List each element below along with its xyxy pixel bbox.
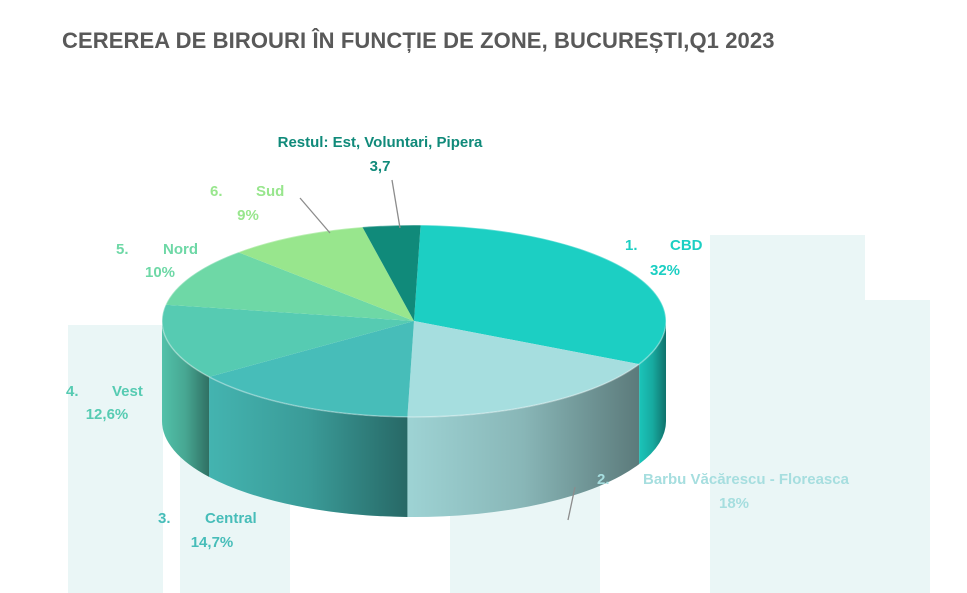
- pie-slice: [165, 252, 414, 321]
- slice-label-name: Central: [205, 510, 257, 527]
- slice-label-name: Restul: Est, Voluntari, Pipera: [278, 134, 483, 151]
- pie-slice: [407, 321, 640, 417]
- slice-label-name: Barbu Văcărescu - Floreasca: [643, 471, 850, 488]
- slice-labels: 1. CBD 32% 2. Barbu Văcărescu - Floreasca 18%…: [66, 134, 850, 551]
- pie-slice: [362, 224, 421, 321]
- skyline-building: [860, 300, 930, 593]
- pie-slice: [414, 225, 666, 365]
- slice-label-value: 12,6%: [86, 406, 129, 423]
- leader-line-restul: [391, 179, 401, 229]
- slice-side-shade: [162, 321, 210, 477]
- slice-side-shade: [209, 376, 408, 517]
- slice-label-name: CBD: [670, 237, 703, 254]
- pie-slice: [209, 321, 414, 417]
- slice-label-name: Nord: [163, 241, 198, 258]
- pie-rim: [161, 224, 667, 418]
- slice-label-name: Vest: [112, 383, 143, 400]
- slice-label-number: 6.: [210, 183, 223, 200]
- slice-label-name: Sud: [256, 183, 284, 200]
- skyline-building: [68, 325, 163, 593]
- slice-side-shade: [407, 364, 640, 517]
- slice-label-number: 3.: [158, 510, 171, 527]
- slice-label-number: 1.: [625, 237, 638, 254]
- chart-title: CEREREA DE BIROURI ÎN FUNCȚIE DE ZONE, B…: [62, 28, 775, 53]
- slice-label-value: 9%: [237, 207, 259, 224]
- slice-label-value: 14,7%: [191, 534, 234, 551]
- pie-slice: [238, 227, 414, 321]
- pie-top: [161, 224, 667, 418]
- slice-label-value: 32%: [650, 262, 680, 279]
- slice-label-value: 10%: [145, 264, 175, 281]
- slice-label-number: 5.: [116, 241, 129, 258]
- pie-slice: [161, 304, 414, 377]
- pie-sides: [162, 321, 666, 517]
- slice-label-value: 18%: [719, 495, 749, 512]
- slice-label-number: 4.: [66, 383, 79, 400]
- slice-label-value: 3,7: [370, 158, 391, 175]
- slice-label-number: 2.: [597, 471, 610, 488]
- leader-lines: [299, 179, 576, 521]
- leader-line-barbu: [567, 486, 576, 521]
- leader-line-sud: [299, 197, 331, 234]
- skyline-building: [710, 235, 865, 593]
- slice-side-shade: [639, 321, 666, 465]
